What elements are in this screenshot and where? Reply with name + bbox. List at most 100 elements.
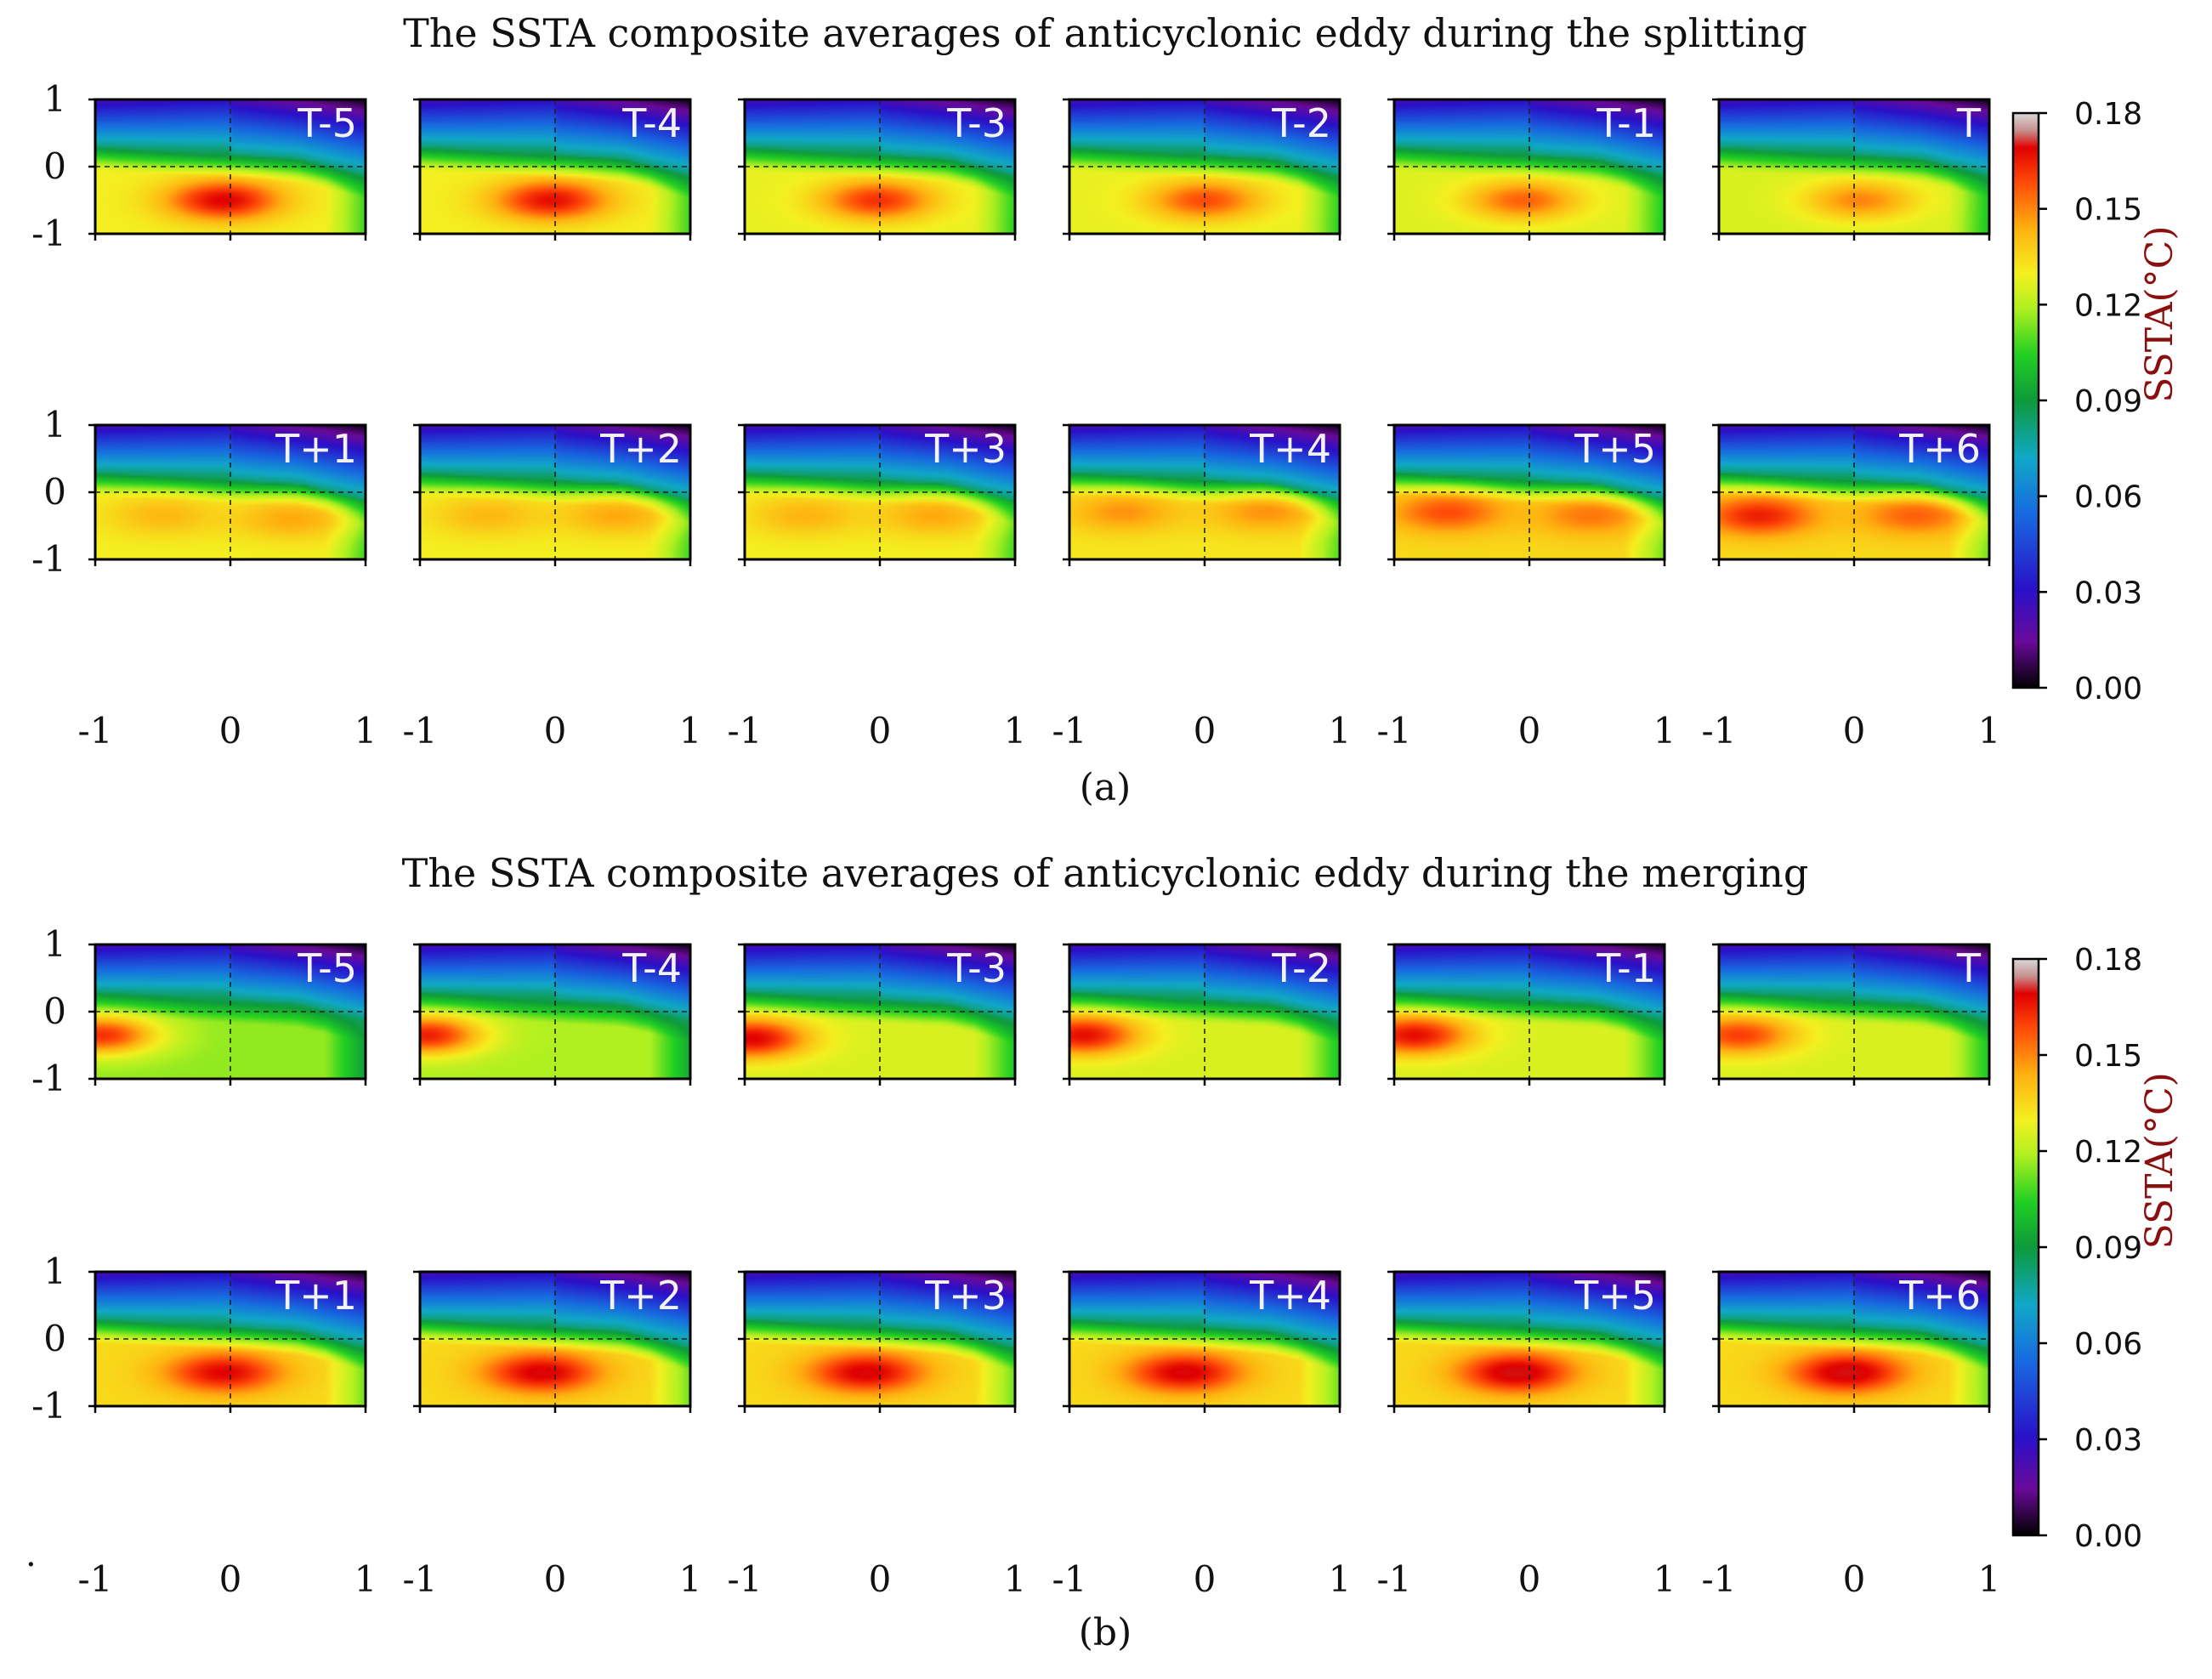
time-label: T-2: [1271, 100, 1331, 146]
colorbar-tick-label: 0.09: [2074, 1231, 2142, 1266]
x-tick-label: 1: [1978, 1558, 2001, 1600]
y-tick-label: 1: [43, 404, 66, 445]
x-tick-label: 0: [1194, 710, 1217, 752]
x-tick-label: -1: [728, 710, 763, 752]
heatmap-cell: T+6: [1712, 423, 1991, 566]
x-tick-label: 1: [1329, 1558, 1352, 1600]
heatmap-cell: T-2: [1063, 943, 1341, 1086]
time-label: T+5: [1574, 1273, 1656, 1319]
heatmap-cell: T-1: [1387, 98, 1666, 241]
time-label: T+1: [275, 426, 357, 472]
colorbar-gradient: [2011, 111, 2040, 689]
colorbar-tick-label: 0.12: [2074, 288, 2142, 323]
time-label: T+5: [1574, 426, 1656, 472]
colorbar-label: SSTA(°C): [2138, 1072, 2181, 1249]
time-label: T-5: [297, 945, 357, 991]
heatmap-cell: T-5: [88, 98, 367, 241]
heatmap-cell: T+6: [1712, 1270, 1991, 1413]
x-tick-label: -1: [78, 1558, 113, 1600]
y-tick-label: 0: [43, 145, 66, 187]
y-tick-label: 0: [43, 990, 66, 1032]
colorbar-tick-label: 0.15: [2074, 193, 2142, 228]
heatmap-cell: T-1: [1387, 943, 1666, 1086]
heatmap-cell: T+2: [413, 1270, 692, 1413]
time-label: T+4: [1249, 1273, 1331, 1319]
panel-caption: (a): [1080, 766, 1132, 809]
colorbar-tick-label: 0.12: [2074, 1135, 2142, 1170]
colorbar-tick-label: 0.18: [2074, 943, 2142, 978]
x-tick-label: 0: [219, 710, 242, 752]
x-tick-label: 0: [1194, 1558, 1217, 1600]
y-tick-label: 1: [43, 78, 66, 120]
heatmap-cell: T-5: [88, 943, 367, 1086]
panel-title: The SSTA composite averages of anticyclo…: [403, 10, 1807, 56]
x-tick-label: -1: [728, 1558, 763, 1600]
time-label: T: [1956, 100, 1982, 146]
x-tick-label: -1: [1702, 710, 1737, 752]
colorbar-tick-label: 0.03: [2074, 576, 2142, 610]
heatmap-cell: T-4: [413, 943, 692, 1086]
heatmap-cell: T-3: [738, 98, 1017, 241]
heatmap-cell: T+4: [1063, 1270, 1341, 1413]
x-tick-label: 1: [1004, 1558, 1027, 1600]
x-tick-label: 1: [1004, 710, 1027, 752]
time-label: T+6: [1898, 426, 1981, 472]
time-label: T+4: [1249, 426, 1331, 472]
x-tick-label: -1: [1052, 1558, 1087, 1600]
x-tick-label: 1: [1653, 1558, 1676, 1600]
time-label: T+6: [1898, 1273, 1981, 1319]
y-tick-label: -1: [31, 1385, 66, 1427]
heatmap-cell: T-2: [1063, 98, 1341, 241]
y-tick-label: 0: [43, 1318, 66, 1359]
x-tick-label: -1: [1377, 1558, 1412, 1600]
heatmap-cell: T: [1712, 98, 1991, 241]
x-tick-label: -1: [1377, 710, 1412, 752]
panel-caption: (b): [1079, 1611, 1132, 1654]
time-label: T-1: [1596, 100, 1656, 146]
colorbar: 0.18 0.15 0.12 0.09 0.06 0.03 0.00 SSTA(°C): [2011, 97, 2181, 706]
heatmap-cell: T+3: [738, 423, 1017, 566]
y-tick-label: -1: [31, 1058, 66, 1099]
x-tick-label: 0: [544, 1558, 567, 1600]
x-tick-label: 0: [1518, 1558, 1541, 1600]
time-label: T+2: [599, 426, 682, 472]
time-label: T+1: [275, 1273, 357, 1319]
x-tick-label: 1: [679, 1558, 702, 1600]
x-tick-label: -1: [1702, 1558, 1737, 1600]
heatmap-cell: T+3: [738, 1270, 1017, 1413]
heatmap-cell: T+5: [1387, 423, 1666, 566]
heatmap-cell: T: [1712, 943, 1991, 1086]
heatmap-cell: T-4: [413, 98, 692, 241]
colorbar-label: SSTA(°C): [2138, 225, 2181, 402]
x-tick-label: 1: [679, 710, 702, 752]
colorbar-tick-label: 0.00: [2074, 1519, 2142, 1554]
colorbar-tick-label: 0.06: [2074, 1327, 2142, 1362]
time-label: T-4: [621, 100, 682, 146]
x-tick-label: 0: [869, 1558, 892, 1600]
colorbar-tick-label: 0.15: [2074, 1039, 2142, 1074]
heatmap-cell: T+4: [1063, 423, 1341, 566]
x-tick-label: 1: [1329, 710, 1352, 752]
time-label: T-1: [1596, 945, 1656, 991]
heatmap-cell: T+1: [88, 1270, 367, 1413]
x-tick-label: 0: [219, 1558, 242, 1600]
time-label: T-3: [946, 945, 1007, 991]
x-tick-label: -1: [403, 1558, 438, 1600]
colorbar-tick-label: 0.09: [2074, 384, 2142, 419]
x-tick-label: 0: [869, 710, 892, 752]
x-tick-label: 1: [1978, 710, 2001, 752]
panel-a: The SSTA composite averages of anticyclo…: [31, 10, 2181, 809]
x-tick-label: -1: [1052, 710, 1087, 752]
colorbar-gradient: [2011, 957, 2040, 1537]
x-tick-label: 0: [1518, 710, 1541, 752]
heatmap-cell: T+2: [413, 423, 692, 566]
heatmap-cell: T-3: [738, 943, 1017, 1086]
colorbar: 0.18 0.15 0.12 0.09 0.06 0.03 0.00 SSTA(°C): [2011, 943, 2181, 1554]
x-tick-label: 1: [354, 710, 377, 752]
y-tick-label: 0: [43, 471, 66, 513]
x-tick-label: 1: [1653, 710, 1676, 752]
colorbar-tick-label: 0.00: [2074, 672, 2142, 706]
colorbar-tick-label: 0.03: [2074, 1423, 2142, 1458]
x-tick-label: -1: [78, 710, 113, 752]
heatmap-cell: T+5: [1387, 1270, 1666, 1413]
